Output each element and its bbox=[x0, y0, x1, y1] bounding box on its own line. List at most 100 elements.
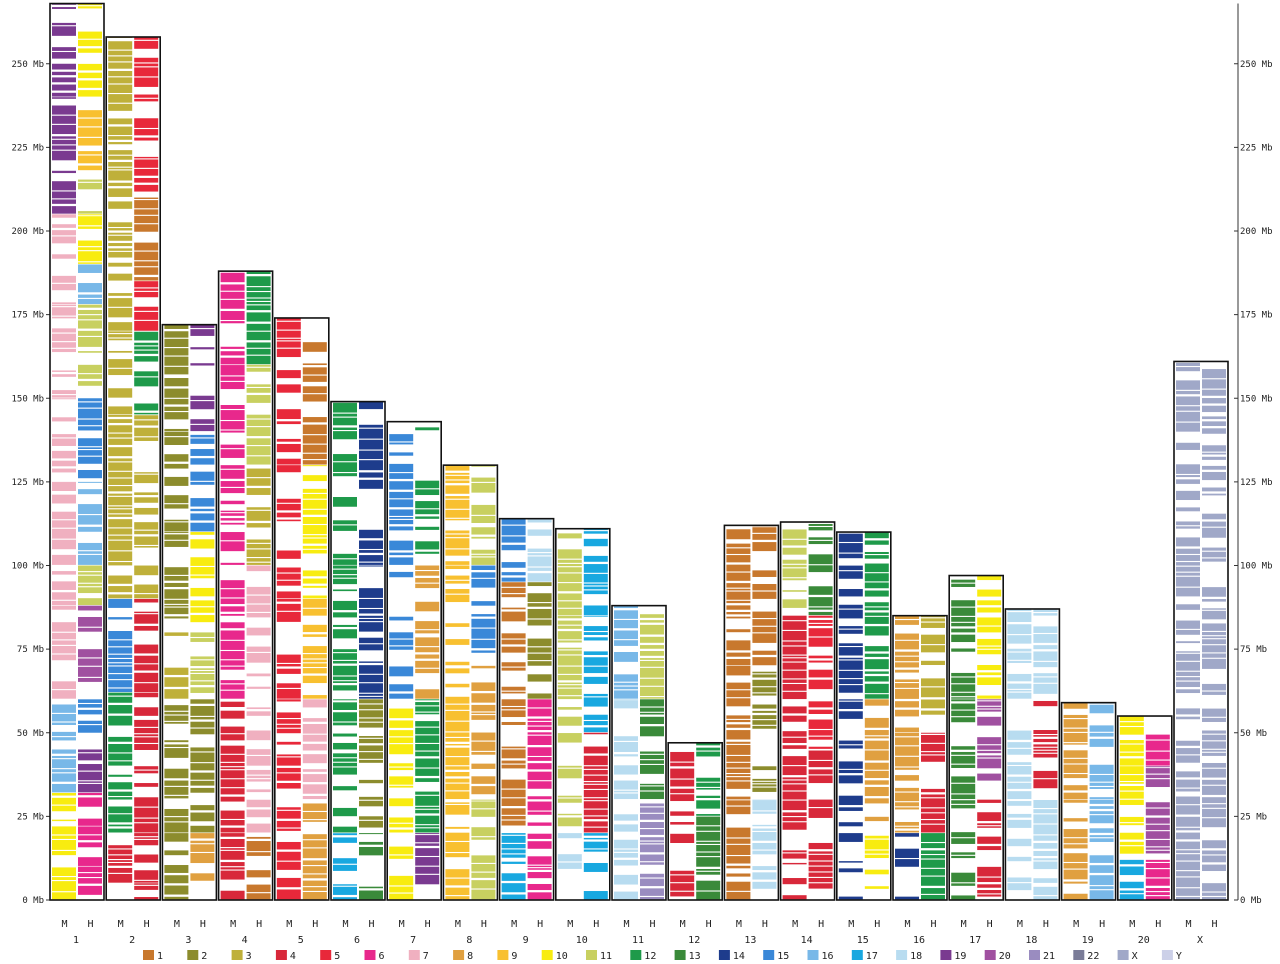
synteny-band-h bbox=[134, 98, 159, 102]
synteny-band-h bbox=[78, 3, 102, 6]
synteny-band-h bbox=[752, 704, 777, 709]
synteny-band-m bbox=[52, 494, 76, 504]
synteny-band-h bbox=[1145, 847, 1170, 850]
synteny-band-m bbox=[333, 807, 357, 817]
legend-label: 2 bbox=[201, 951, 207, 962]
synteny-band-m bbox=[389, 481, 414, 490]
synteny-band-h bbox=[190, 632, 215, 637]
synteny-band-h bbox=[359, 550, 383, 553]
synteny-band-h bbox=[359, 644, 383, 651]
synteny-band-m bbox=[614, 652, 638, 662]
synteny-band-m bbox=[501, 710, 526, 718]
synteny-band-m bbox=[445, 549, 470, 556]
synteny-band-m bbox=[1176, 748, 1200, 755]
synteny-band-m bbox=[333, 624, 357, 627]
synteny-band-m bbox=[670, 891, 695, 897]
synteny-band-h bbox=[583, 784, 608, 789]
column-label-h: H bbox=[987, 919, 993, 930]
synteny-band-m bbox=[108, 493, 133, 496]
synteny-band-m bbox=[1063, 800, 1088, 803]
synteny-band-h bbox=[246, 468, 271, 478]
synteny-band-h bbox=[977, 701, 1002, 706]
synteny-band-h bbox=[134, 507, 159, 515]
chromosome-17 bbox=[948, 574, 1005, 901]
synteny-band-m bbox=[1176, 555, 1200, 561]
chromosome-18 bbox=[1004, 608, 1061, 901]
synteny-band-m bbox=[782, 658, 807, 662]
synteny-band-m bbox=[333, 417, 357, 426]
synteny-band-m bbox=[108, 519, 133, 528]
synteny-band-m bbox=[782, 684, 807, 691]
synteny-band-m bbox=[108, 262, 133, 267]
synteny-band-m bbox=[108, 598, 133, 608]
synteny-band-h bbox=[1202, 645, 1226, 653]
synteny-band-m bbox=[445, 710, 470, 721]
synteny-band-m bbox=[726, 724, 751, 728]
synteny-band-h bbox=[134, 184, 159, 192]
synteny-band-m bbox=[838, 699, 863, 701]
synteny-band-h bbox=[78, 419, 102, 426]
y-tick-label-right: 225 Mb bbox=[1240, 143, 1273, 153]
synteny-band-h bbox=[1033, 626, 1058, 633]
synteny-band-h bbox=[583, 573, 608, 583]
synteny-band-h bbox=[977, 649, 1002, 655]
synteny-band-m bbox=[1007, 791, 1032, 800]
synteny-band-h bbox=[302, 525, 327, 535]
synteny-band-h bbox=[302, 892, 327, 900]
synteny-band-h bbox=[302, 578, 327, 584]
synteny-band-m bbox=[52, 835, 76, 839]
synteny-band-m bbox=[838, 565, 863, 571]
column-label-h: H bbox=[706, 919, 712, 930]
synteny-band-h bbox=[864, 736, 889, 739]
synteny-band-m bbox=[501, 646, 526, 653]
synteny-band-h bbox=[246, 870, 271, 878]
synteny-band-h bbox=[302, 545, 327, 549]
synteny-band-h bbox=[246, 604, 271, 612]
synteny-band-m bbox=[276, 724, 301, 728]
synteny-band-h bbox=[640, 760, 664, 764]
synteny-band-m bbox=[389, 540, 414, 551]
synteny-band-m bbox=[670, 788, 695, 794]
synteny-band-h bbox=[977, 745, 1002, 750]
synteny-band-m bbox=[951, 699, 976, 702]
synteny-band-m bbox=[726, 755, 751, 762]
column-label-m: M bbox=[342, 919, 348, 930]
column-label-m: M bbox=[286, 919, 292, 930]
synteny-band-m bbox=[726, 572, 751, 581]
synteny-band-m bbox=[557, 640, 582, 643]
synteny-band-m bbox=[220, 444, 245, 449]
synteny-band-m bbox=[557, 682, 582, 685]
synteny-band-h bbox=[1089, 875, 1114, 886]
synteny-band-h bbox=[78, 39, 102, 47]
synteny-band-m bbox=[220, 762, 245, 767]
chromosome-label: 17 bbox=[969, 935, 981, 946]
synteny-band-h bbox=[471, 572, 496, 578]
synteny-band-m bbox=[782, 621, 807, 630]
synteny-band-h bbox=[78, 72, 102, 79]
legend-label: 1 bbox=[157, 951, 163, 962]
legend-item-Y: Y bbox=[1161, 950, 1182, 962]
synteny-band-m bbox=[726, 715, 751, 719]
synteny-band-h bbox=[640, 754, 664, 760]
synteny-band-h bbox=[246, 488, 271, 495]
synteny-band-h bbox=[415, 647, 440, 653]
synteny-band-h bbox=[864, 750, 889, 761]
synteny-band-m bbox=[501, 835, 526, 843]
synteny-band-m bbox=[164, 406, 189, 412]
synteny-band-m bbox=[333, 589, 357, 592]
synteny-band-h bbox=[246, 539, 271, 543]
synteny-band-h bbox=[527, 872, 552, 879]
synteny-band-m bbox=[1176, 548, 1200, 554]
synteny-band-m bbox=[220, 421, 245, 430]
synteny-band-h bbox=[190, 699, 215, 704]
synteny-band-m bbox=[1176, 689, 1200, 694]
synteny-band-h bbox=[977, 823, 1002, 826]
legend-item-X: X bbox=[1117, 950, 1138, 962]
synteny-band-m bbox=[445, 804, 470, 815]
legend-swatch bbox=[630, 950, 642, 960]
synteny-band-m bbox=[726, 529, 751, 540]
synteny-band-h bbox=[583, 821, 608, 827]
synteny-band-m bbox=[726, 796, 751, 800]
synteny-band-h bbox=[246, 292, 271, 298]
synteny-band-m bbox=[164, 398, 189, 405]
